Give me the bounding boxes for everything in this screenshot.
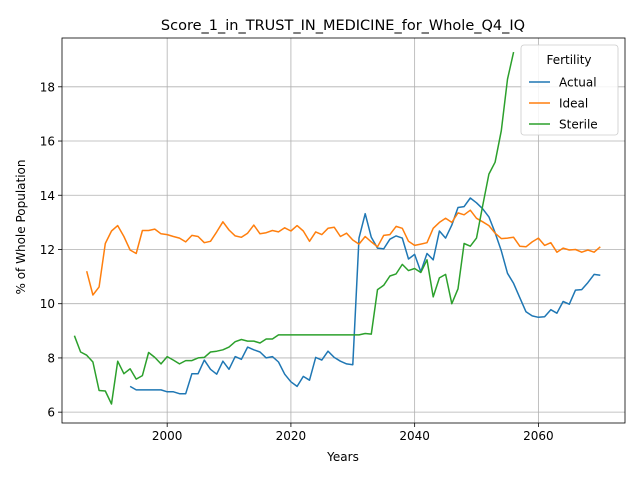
plot-area-frame [61,37,626,424]
legend-item-sterile: Sterile [529,118,598,132]
y-axis: 6 8 10 12 14 16 18 [40,80,62,420]
y-axis-label: % of Whole Population [14,160,28,295]
legend-item-ideal: Ideal [529,97,588,111]
legend-label: Ideal [559,97,588,111]
x-axis-label: Years [326,450,359,464]
series-line-actual [129,197,601,395]
series-lines [73,51,601,405]
legend-label: Actual [559,76,597,90]
x-tick-label: 2000 [152,429,183,443]
series-line-sterile [73,51,515,405]
legend: Fertility Actual Ideal Sterile [520,44,619,136]
legend-label: Sterile [559,118,598,132]
y-tick-label: 14 [40,189,55,203]
x-tick-label: 2020 [276,429,307,443]
y-tick-label: 6 [47,406,55,420]
legend-box [520,44,619,136]
chart-title: Score_1_in_TRUST_IN_MEDICINE_for_Whole_Q… [161,18,525,34]
series-line-ideal [85,209,601,296]
y-tick-label: 8 [47,351,55,365]
y-tick-label: 10 [40,297,55,311]
x-axis: 2000 2020 2040 2060 [152,423,554,443]
legend-item-actual: Actual [529,76,597,90]
y-tick-label: 18 [40,80,55,94]
x-tick-label: 2040 [399,429,430,443]
y-tick-label: 12 [40,243,55,257]
x-tick-label: 2060 [523,429,554,443]
legend-title: Fertility [546,53,591,67]
y-tick-label: 16 [40,135,55,149]
